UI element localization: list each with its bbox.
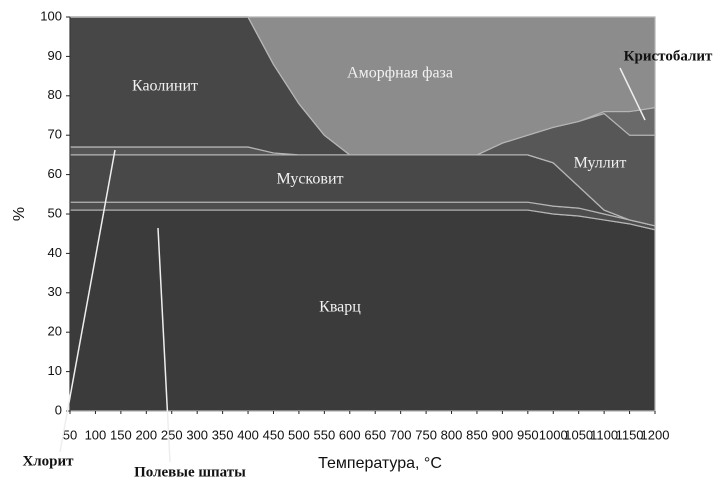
x-tick-label: 350: [212, 427, 234, 442]
x-tick-label: 650: [364, 427, 386, 442]
x-tick-label: 550: [313, 427, 335, 442]
x-tick-label: 600: [339, 427, 361, 442]
x-tick-label: 250: [161, 427, 183, 442]
y-tick-label: 80: [48, 87, 62, 102]
area-label: Хлорит: [22, 453, 74, 469]
x-tick-label: 950: [517, 427, 539, 442]
x-tick-label: 800: [441, 427, 463, 442]
area-label: Муллит: [574, 155, 627, 172]
y-tick-label: 0: [55, 402, 62, 417]
x-tick-label: 1050: [564, 427, 593, 442]
x-tick-label: 850: [466, 427, 488, 442]
area-label: Кварц: [319, 299, 361, 316]
area-label: Мусковит: [277, 171, 344, 188]
area-label: Аморфная фаза: [347, 65, 453, 82]
x-tick-label: 150: [110, 427, 132, 442]
x-tick-label: 200: [135, 427, 157, 442]
area: [70, 16, 656, 156]
leader-line: [157, 227, 171, 463]
x-tick-label: 500: [288, 427, 310, 442]
area: [69, 209, 656, 412]
x-tick-label: 400: [237, 427, 259, 442]
area-label: Каолинит: [132, 78, 198, 95]
y-tick-label: 60: [48, 166, 62, 181]
x-tick-label: 450: [263, 427, 285, 442]
x-tick-label: 50: [63, 427, 77, 442]
y-tick-label: 50: [48, 205, 62, 220]
leader-line: [59, 149, 116, 453]
x-axis-label: Температура, °C: [318, 455, 442, 472]
y-tick-label: 30: [48, 284, 62, 299]
x-tick-label: 100: [85, 427, 107, 442]
leader-line: [619, 67, 646, 121]
x-tick-label: 750: [415, 427, 437, 442]
area-label: Полевые шпаты: [134, 464, 246, 480]
y-tick-label: 90: [48, 48, 62, 63]
x-tick-label: 1200: [641, 427, 670, 442]
x-tick-label: 1000: [539, 427, 568, 442]
y-tick-label: 10: [48, 363, 62, 378]
y-tick-label: 70: [48, 127, 62, 142]
y-axis-label: %: [11, 207, 28, 221]
y-tick-label: 100: [40, 8, 62, 23]
x-tick-label: 1150: [616, 427, 644, 442]
y-tick-label: 20: [48, 324, 62, 339]
x-tick-label: 1100: [590, 427, 618, 442]
y-tick-label: 40: [48, 245, 62, 260]
x-tick-label: 700: [390, 427, 412, 442]
area-label: Кристобалит: [624, 48, 713, 64]
x-tick-label: 300: [186, 427, 208, 442]
x-tick-label: 900: [492, 427, 514, 442]
